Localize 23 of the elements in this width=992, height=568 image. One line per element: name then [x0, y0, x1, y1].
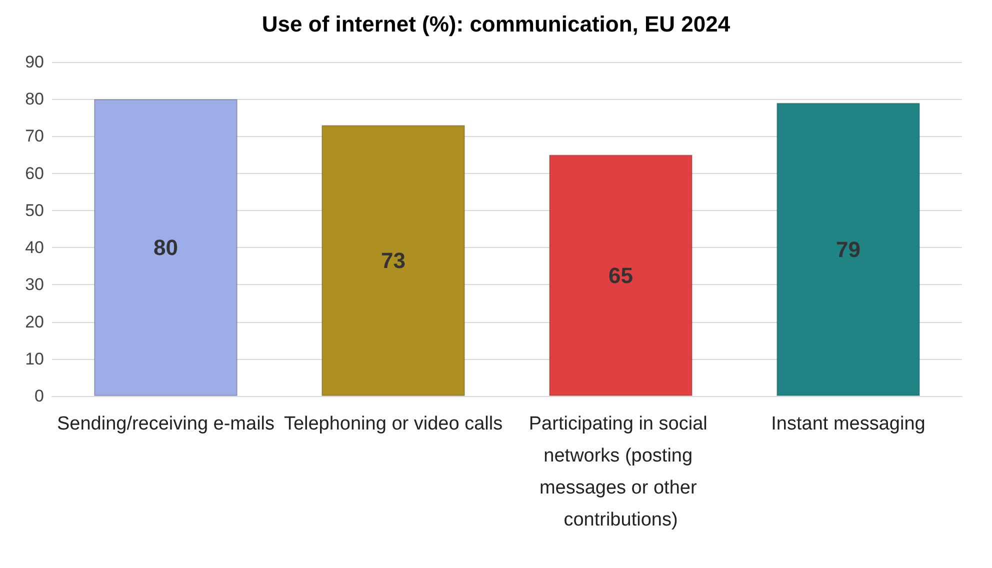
bar — [776, 102, 920, 396]
y-tick-label: 80 — [25, 90, 44, 109]
data-label: 65 — [608, 262, 633, 288]
y-tick-label: 30 — [25, 275, 44, 294]
bar — [94, 99, 238, 396]
y-tick-label: 90 — [25, 52, 44, 72]
x-tick-label: Telephoning or video calls — [284, 414, 503, 434]
bar — [322, 125, 465, 396]
y-tick-label: 60 — [25, 164, 44, 183]
x-tick-label: Participating in social networks (posting messages or other contributions) — [528, 414, 713, 530]
bar — [549, 154, 692, 396]
x-tick-label: Sending/receiving e-mails — [56, 414, 275, 434]
x-tick-label: Instant messaging — [771, 414, 926, 434]
y-tick-label: 40 — [25, 238, 44, 258]
y-tick-label: 50 — [25, 200, 44, 220]
data-label: 80 — [154, 235, 178, 260]
y-tick-label: 10 — [25, 349, 44, 368]
y-tick-label: 70 — [25, 126, 44, 146]
chart-title: Use of internet (%): communication, EU 2024 — [262, 12, 731, 36]
data-label: 73 — [381, 248, 406, 274]
y-tick-label: 20 — [25, 312, 44, 332]
data-label: 79 — [836, 236, 860, 262]
y-tick-label: 0 — [34, 386, 44, 406]
